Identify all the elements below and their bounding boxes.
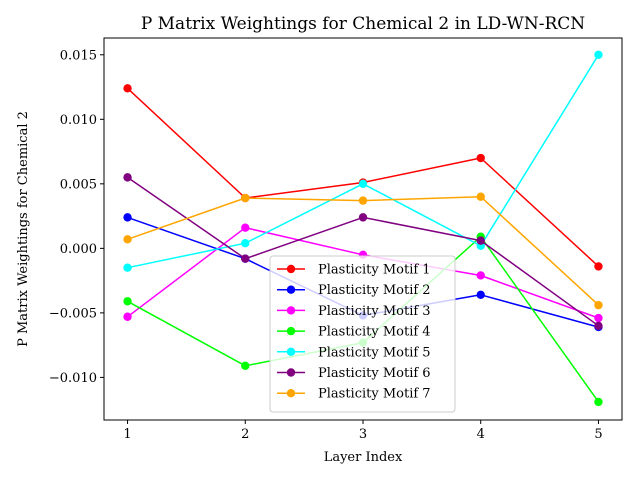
data-point-plasticity-motif-7	[123, 235, 132, 244]
data-point-plasticity-motif-4	[594, 397, 603, 407]
data-point-plasticity-motif-6	[241, 254, 250, 263]
data-point-plasticity-motif-3	[123, 312, 132, 321]
data-point-plasticity-motif-4	[241, 361, 250, 370]
data-point-plasticity-motif-1	[594, 262, 603, 271]
data-point-plasticity-motif-6	[358, 213, 368, 222]
legend-label: Plasticity Motif 3	[318, 304, 431, 319]
data-point-plasticity-motif-4	[123, 297, 132, 306]
legend-marker	[286, 389, 296, 398]
data-point-plasticity-motif-7	[358, 196, 368, 205]
x-tick-label: 2	[241, 427, 249, 442]
legend-marker	[286, 368, 296, 377]
y-tick-label: −0.010	[49, 371, 97, 386]
y-tick-label: 0.015	[60, 48, 97, 63]
legend-label: Plasticity Motif 4	[318, 325, 431, 340]
legend-label: Plasticity Motif 7	[318, 387, 431, 402]
data-point-plasticity-motif-2	[123, 213, 132, 222]
data-point-plasticity-motif-5	[594, 50, 603, 59]
data-point-plasticity-motif-5	[358, 179, 368, 189]
legend-marker	[286, 306, 296, 315]
x-axis: 1 2 3 4 5	[123, 420, 603, 442]
data-point-plasticity-motif-1	[476, 153, 485, 163]
y-axis-label: P Matrix Weightings for Chemical 2	[16, 111, 31, 347]
y-tick-label: 0.005	[60, 177, 97, 192]
legend-label: Plasticity Motif 6	[318, 366, 431, 381]
data-point-plasticity-motif-5	[123, 263, 132, 272]
data-point-plasticity-motif-5	[241, 238, 250, 248]
legend-marker	[286, 285, 296, 294]
data-point-plasticity-motif-6	[594, 321, 603, 330]
data-point-plasticity-motif-7	[241, 193, 250, 203]
data-point-plasticity-motif-3	[594, 313, 603, 323]
legend-marker	[286, 326, 296, 336]
x-tick-label: 1	[123, 427, 131, 442]
x-tick-label: 3	[359, 427, 367, 442]
data-point-plasticity-motif-3	[241, 223, 250, 232]
x-tick-label: 5	[594, 427, 602, 442]
legend-marker	[286, 347, 296, 356]
chart-title: P Matrix Weightings for Chemical 2 in LD…	[141, 14, 585, 34]
data-point-plasticity-motif-7	[594, 300, 603, 310]
y-tick-label: −0.005	[49, 306, 97, 321]
legend: Plasticity Motif 1 Plasticity Motif 2 Plas…	[269, 255, 456, 413]
legend-label: Plasticity Motif 1	[318, 263, 431, 278]
legend-marker	[286, 264, 296, 274]
legend-label: Plasticity Motif 5	[318, 345, 431, 360]
data-point-plasticity-motif-6	[476, 236, 485, 245]
data-point-plasticity-motif-2	[476, 290, 485, 300]
data-point-plasticity-motif-1	[123, 84, 132, 93]
y-tick-label: 0.010	[60, 113, 97, 128]
legend-label: Plasticity Motif 2	[318, 283, 431, 298]
y-tick-label: 0.000	[60, 242, 97, 257]
legend-frame	[269, 255, 456, 413]
data-point-plasticity-motif-3	[476, 271, 485, 280]
data-point-plasticity-motif-6	[123, 173, 132, 182]
x-tick-label: 4	[477, 427, 485, 442]
data-point-plasticity-motif-7	[476, 192, 485, 201]
y-axis: −0.010 −0.005 0.000 0.005 0.010 0.015	[49, 48, 104, 386]
x-axis-label: Layer Index	[324, 450, 403, 465]
